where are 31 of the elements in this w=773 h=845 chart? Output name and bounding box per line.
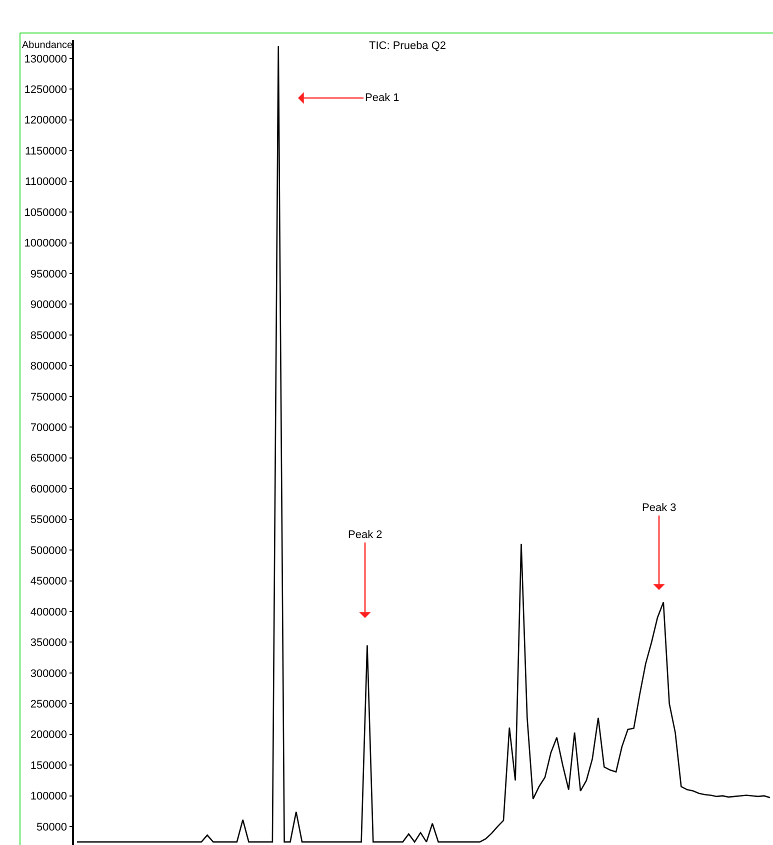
y-tick-label: 450000 bbox=[30, 576, 68, 588]
y-tick-label: 300000 bbox=[30, 668, 68, 680]
y-tick-label: 1000000 bbox=[24, 238, 68, 250]
y-tick-label: 1100000 bbox=[25, 176, 68, 188]
y-tick-label: 250000 bbox=[30, 698, 68, 711]
annotation: Peak 1 bbox=[365, 92, 400, 104]
y-tick-label: 1050000 bbox=[24, 206, 68, 219]
y-tick-label: 800000 bbox=[30, 360, 68, 373]
annotation: Peak 3 bbox=[642, 502, 676, 514]
y-tick-label: 550000 bbox=[30, 514, 68, 526]
y-tick-label: 850000 bbox=[30, 330, 68, 342]
y-tick-label: 750000 bbox=[30, 391, 68, 404]
y-tick-label: 650000 bbox=[30, 452, 68, 465]
y-tick-label: 600000 bbox=[30, 483, 68, 496]
y-tick-label: 950000 bbox=[30, 268, 68, 280]
y-tick-label: 1200000 bbox=[24, 114, 68, 127]
y-tick-label: 1150000 bbox=[25, 145, 68, 158]
y-tick-label: 350000 bbox=[30, 637, 68, 650]
annotation: Peak 2 bbox=[348, 529, 382, 541]
chart-title: TIC: Prueba Q2 bbox=[369, 40, 446, 52]
y-tick-label: 900000 bbox=[30, 299, 68, 312]
y-tick-label: 1300000 bbox=[24, 53, 68, 66]
y-tick-label: 200000 bbox=[30, 729, 68, 742]
y-tick-label: 150000 bbox=[30, 760, 68, 772]
y-tick-label: 500000 bbox=[30, 544, 68, 557]
y-tick-label: 700000 bbox=[30, 422, 68, 434]
y-tick-label: 100000 bbox=[30, 790, 68, 803]
y-axis-title: Abundance bbox=[22, 40, 74, 51]
y-tick-label: 50000 bbox=[36, 821, 68, 834]
y-tick-label: 400000 bbox=[30, 606, 68, 618]
y-tick-label: 1250000 bbox=[24, 84, 68, 96]
